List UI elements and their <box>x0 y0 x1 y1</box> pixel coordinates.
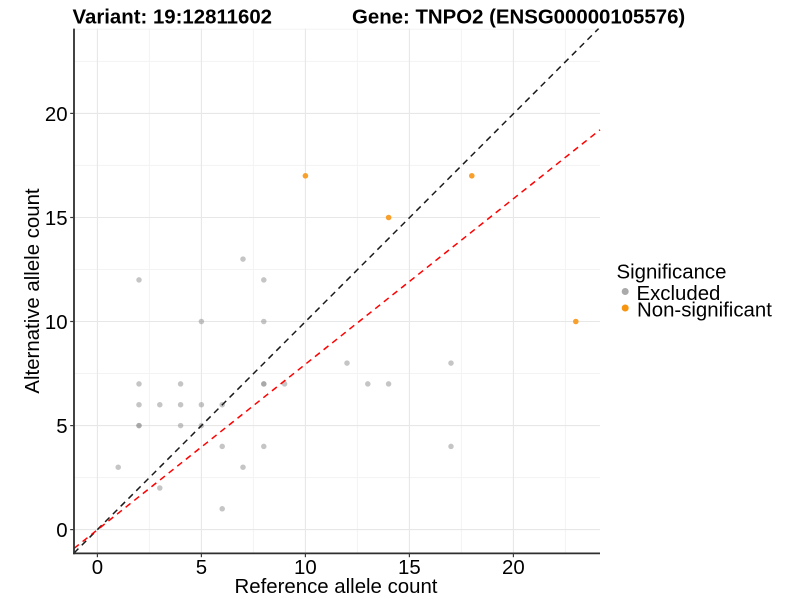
svg-text:Reference allele count: Reference allele count <box>235 576 438 598</box>
svg-text:10: 10 <box>45 312 68 334</box>
svg-text:Alternative allele count: Alternative allele count <box>22 188 44 393</box>
svg-text:Excluded: Excluded <box>637 283 721 305</box>
svg-text:15: 15 <box>45 208 68 230</box>
svg-text:15: 15 <box>398 557 421 579</box>
svg-text:5: 5 <box>196 557 207 579</box>
svg-text:0: 0 <box>92 557 103 579</box>
svg-text:20: 20 <box>45 104 68 126</box>
svg-text:Variant: 19:12811602: Variant: 19:12811602 <box>73 7 273 29</box>
svg-text:20: 20 <box>502 557 525 579</box>
svg-text:5: 5 <box>56 416 67 438</box>
svg-text:Non-significant: Non-significant <box>637 300 772 322</box>
svg-text:Significance: Significance <box>617 262 727 284</box>
svg-text:0: 0 <box>56 520 67 542</box>
svg-text:10: 10 <box>294 557 317 579</box>
svg-text:Gene: TNPO2 (ENSG00000105576): Gene: TNPO2 (ENSG00000105576) <box>352 7 685 29</box>
